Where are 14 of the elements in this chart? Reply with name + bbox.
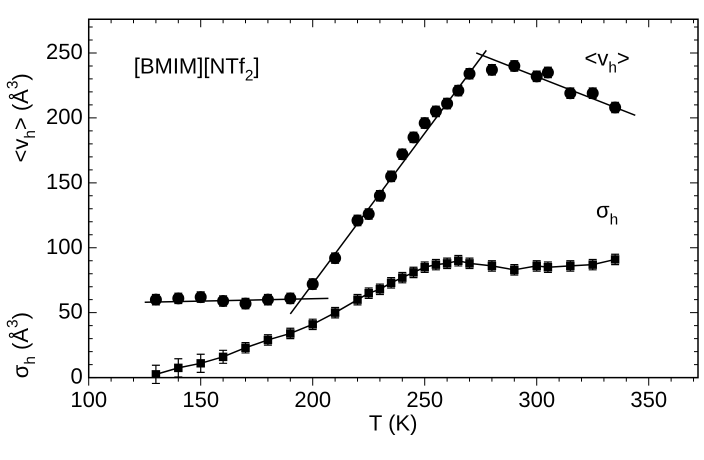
x-tick-label: 300 xyxy=(518,386,556,412)
y-tick-label: 0 xyxy=(70,364,83,389)
x-tick-label: 350 xyxy=(630,386,668,412)
x-tick-label: 200 xyxy=(294,386,332,412)
y-tick-label: 250 xyxy=(46,39,83,64)
y-axis-title: <vh> (Å3) xyxy=(4,73,40,163)
x-axis-title: T (K) xyxy=(368,410,418,436)
y-tick-label: 50 xyxy=(58,298,83,324)
x-tick-label: 250 xyxy=(406,386,444,412)
y-tick-label: 100 xyxy=(46,234,83,259)
x-tick-label: 150 xyxy=(182,386,220,412)
y-tick-label: 150 xyxy=(46,168,83,194)
text: σh (Å3) xyxy=(4,312,40,378)
y-tick-label: 200 xyxy=(46,104,83,129)
